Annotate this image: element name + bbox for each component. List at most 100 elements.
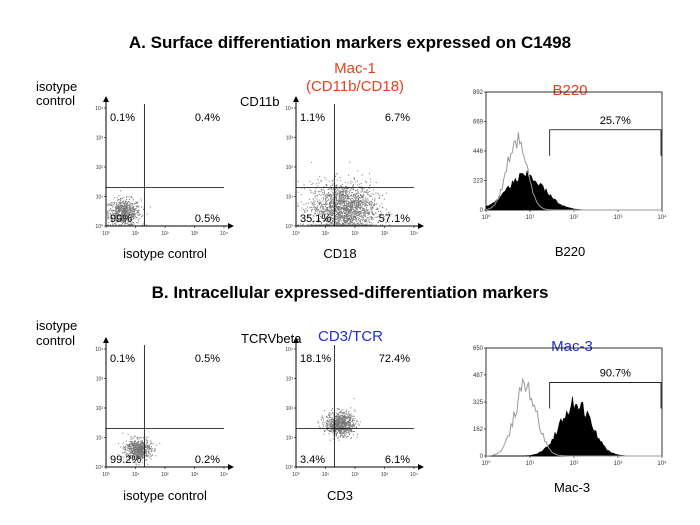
data-point [333,203,335,205]
data-point [346,218,348,220]
data-point [339,202,341,204]
data-point [149,448,151,450]
data-point [338,428,340,430]
y-tick-label: 669 [473,120,484,126]
data-point [138,451,140,453]
data-point [348,224,350,226]
data-point [146,453,148,455]
data-point [350,218,352,220]
data-point [128,210,130,212]
gate-bracket [549,382,662,409]
data-point [349,217,351,219]
data-point [340,200,342,202]
data-point [340,198,342,200]
data-point [136,453,138,455]
data-point [339,216,341,218]
data-point [339,200,341,202]
data-point [373,204,375,206]
data-point [361,217,363,219]
data-point [317,219,319,221]
data-point [131,196,133,198]
data-point [115,218,117,220]
data-point [331,221,333,223]
data-point [300,216,302,218]
data-point [125,454,127,456]
data-point [354,213,356,215]
data-point [341,199,343,201]
data-point [327,208,329,210]
data-point [336,412,338,414]
data-point [111,209,113,211]
data-point [314,192,316,194]
data-point [138,206,140,208]
data-point [322,210,324,212]
data-point [340,421,342,423]
data-point [137,222,139,224]
data-point [346,210,348,212]
data-point [136,206,138,208]
data-point [330,224,332,226]
x-axis-arrow [228,223,234,229]
data-point [308,224,310,226]
data-point [328,414,330,416]
data-point [126,201,128,203]
data-point [121,219,123,221]
data-point [154,447,156,449]
data-point [341,224,343,226]
data-point [354,418,356,420]
data-point [130,446,132,448]
data-point [339,202,341,204]
data-point [329,213,331,215]
data-point [360,203,362,205]
data-point [119,215,121,217]
data-point [133,437,135,439]
data-point [115,203,117,205]
data-point [127,215,129,217]
data-point [349,214,351,216]
data-point [146,224,148,226]
data-point [348,416,350,418]
data-point [310,190,312,192]
data-point [321,193,323,195]
data-point [135,205,137,207]
data-point [128,204,130,206]
data-point [114,223,116,225]
data-point [361,188,363,190]
data-point [336,224,338,226]
data-point [139,456,141,458]
data-point [140,455,142,457]
data-point [365,205,367,207]
data-point [335,210,337,212]
data-point [116,210,118,212]
data-point [361,214,363,216]
data-point [350,222,352,224]
data-point [340,190,342,192]
data-point [123,205,125,207]
data-point [312,204,314,206]
data-point [343,427,345,429]
data-point [146,454,148,456]
data-point [129,443,131,445]
data-point [328,203,330,205]
data-point [337,208,339,210]
data-point [135,451,137,453]
data-point [341,191,343,193]
data-point [360,207,362,209]
data-point [362,223,364,225]
data-point [323,191,325,193]
data-point [136,450,138,452]
data-point [123,211,125,213]
data-point [338,193,340,195]
data-point [315,211,317,213]
data-point [337,209,339,211]
data-point [355,220,357,222]
data-point [321,419,323,421]
data-point [326,223,328,225]
data-point [375,182,377,184]
data-point [352,188,354,190]
data-point [134,449,136,451]
data-point [336,196,338,198]
data-point [118,216,120,218]
data-point [355,200,357,202]
data-point [333,192,335,194]
